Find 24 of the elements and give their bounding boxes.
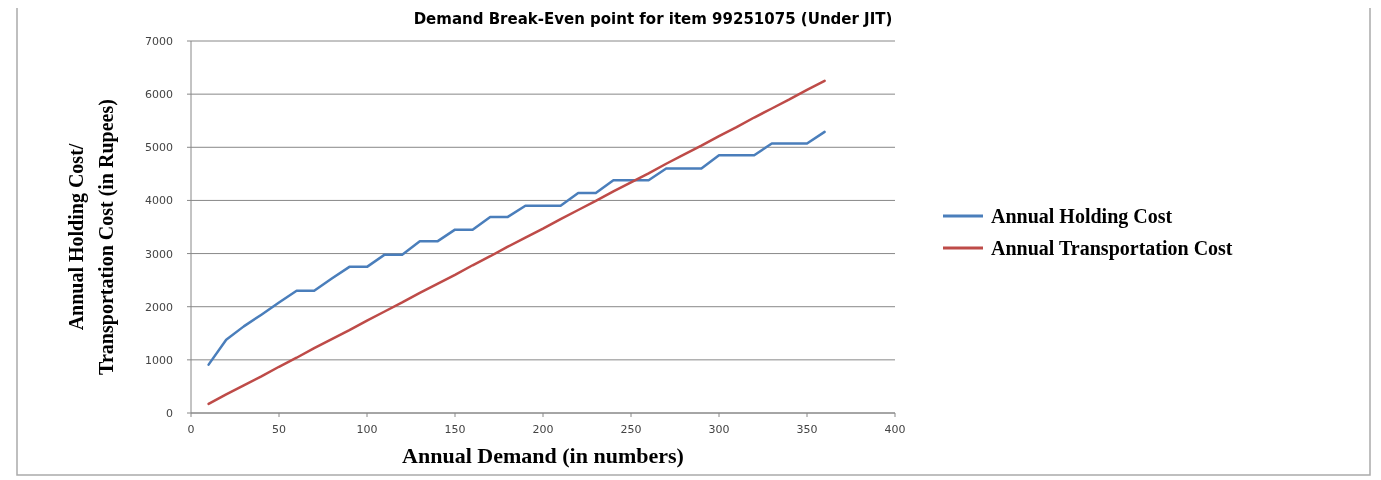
- x-tick-label: 200: [532, 423, 554, 436]
- legend-label: Annual Holding Cost: [991, 205, 1173, 228]
- x-tick-label: 250: [620, 423, 642, 436]
- y-tick-label: 1000: [145, 353, 173, 367]
- line-series: [207, 130, 826, 366]
- x-tick-label: 150: [444, 423, 466, 436]
- x-axis-title: Annual Demand (in numbers): [402, 443, 684, 468]
- x-tick-label: 100: [356, 423, 378, 436]
- x-tick-label: 400: [884, 423, 906, 436]
- x-tick-label: 50: [272, 423, 286, 436]
- y-tick-label: 5000: [145, 141, 173, 155]
- y-tick-label: 0: [166, 407, 173, 420]
- y-tick-label: 6000: [145, 88, 173, 102]
- y-tick-label: 2000: [145, 300, 173, 314]
- x-tick-label: 300: [708, 423, 730, 436]
- legend-label: Annual Transportation Cost: [991, 237, 1233, 260]
- x-tick-label: 350: [796, 423, 818, 436]
- line-series: [207, 79, 826, 406]
- y-axis-title: Annual Holding Cost/ Transportation Cost (in Rupees): [65, 99, 118, 375]
- y-tick-label: 4000: [145, 194, 173, 208]
- chart-title: Demand Break-Even point for item 99251075 (Under JIT): [413, 10, 893, 28]
- y-tick-label: 3000: [145, 247, 173, 261]
- x-tick-label: 0: [187, 423, 195, 436]
- y-tick-label: 7000: [145, 35, 173, 48]
